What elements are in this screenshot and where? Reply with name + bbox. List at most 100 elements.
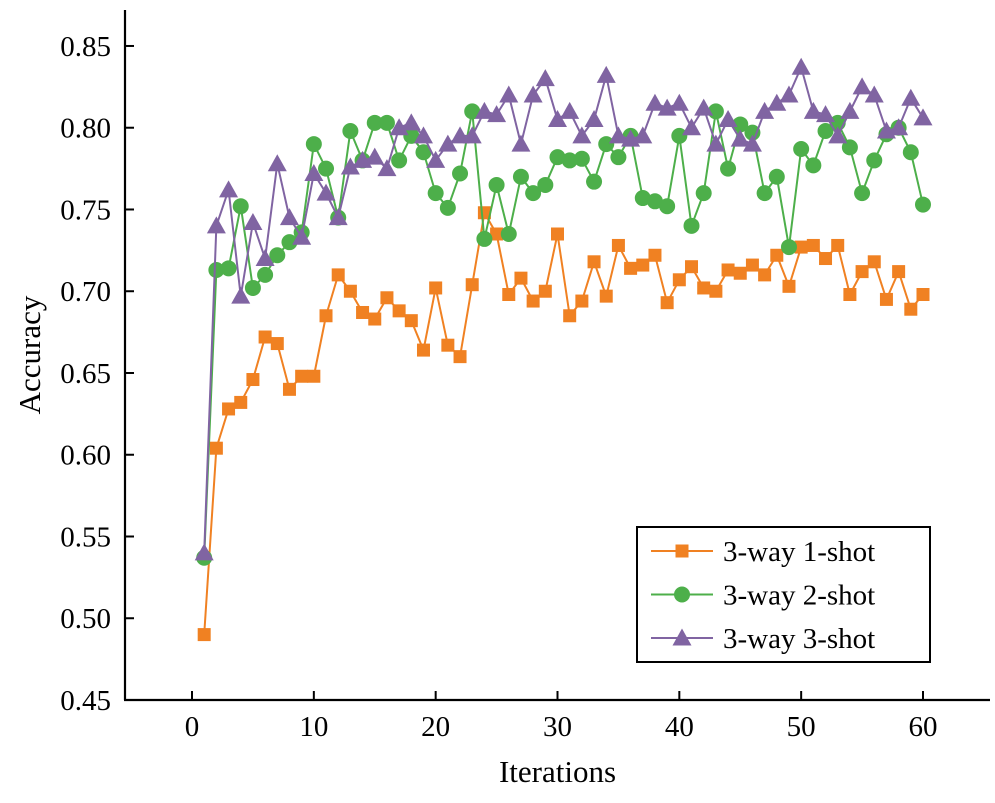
circle-marker — [671, 127, 688, 144]
circle-marker — [854, 185, 871, 202]
square-marker — [575, 294, 589, 308]
triangle-marker — [389, 118, 409, 136]
series-3-way-1-shot — [197, 206, 930, 642]
triangle-marker — [718, 110, 738, 128]
square-marker — [697, 281, 711, 295]
circle-marker — [780, 239, 797, 256]
axes: 0 10 20 30 40 50 60 0.45 0.50 0.55 0.60 0.65 0.70 0.7… — [60, 10, 990, 743]
triangle-marker — [206, 216, 226, 234]
square-marker — [429, 281, 443, 295]
square-marker — [745, 258, 759, 272]
x-tick-label: 60 — [908, 711, 937, 743]
square-marker — [343, 284, 357, 298]
circle-marker — [244, 279, 261, 296]
x-tick-label: 30 — [543, 711, 572, 743]
circle-marker — [500, 226, 517, 243]
circle-marker — [902, 144, 919, 161]
square-marker — [709, 284, 723, 298]
circle-marker — [610, 149, 627, 166]
square-marker — [587, 255, 601, 269]
y-tick-label: 0.45 — [60, 685, 111, 717]
circle-marker — [452, 165, 469, 182]
y-axis-title: Accuracy — [12, 295, 47, 415]
triangle-marker — [535, 69, 555, 87]
square-marker — [758, 268, 772, 282]
circle-marker — [768, 168, 785, 185]
circle-marker — [674, 586, 690, 603]
triangle-marker — [779, 85, 799, 103]
triangle-marker — [426, 150, 446, 168]
circle-marker — [464, 103, 481, 120]
square-marker — [270, 337, 284, 351]
triangle-marker — [243, 213, 263, 231]
x-tick-label: 40 — [665, 711, 694, 743]
triangle-marker — [584, 110, 604, 128]
x-tick-label: 10 — [299, 711, 328, 743]
triangle-marker — [377, 159, 397, 177]
circle-marker — [598, 136, 615, 153]
square-marker — [563, 309, 577, 323]
circle-marker — [537, 176, 554, 193]
square-marker — [282, 382, 296, 396]
square-marker — [892, 265, 906, 279]
triangle-marker — [255, 249, 275, 267]
triangle-marker — [462, 126, 482, 144]
square-marker — [636, 258, 650, 272]
triangle-marker — [316, 183, 336, 201]
square-marker — [209, 441, 223, 455]
series-3-way-2-shot — [196, 103, 931, 566]
square-marker — [624, 261, 638, 275]
circle-marker — [476, 230, 493, 247]
square-marker — [819, 252, 833, 266]
square-marker — [222, 402, 236, 416]
square-marker — [770, 248, 784, 262]
circle-marker — [793, 140, 810, 157]
triangle-marker — [889, 118, 909, 136]
square-marker — [356, 305, 370, 319]
triangle-marker — [474, 101, 494, 119]
square-marker — [502, 288, 516, 302]
square-marker — [234, 395, 248, 409]
triangle-marker — [645, 93, 665, 111]
triangle-marker — [304, 164, 324, 182]
triangle-marker — [548, 110, 567, 128]
square-marker — [611, 238, 625, 252]
triangle-marker — [487, 105, 507, 123]
square-marker — [307, 369, 321, 383]
triangle-marker — [669, 93, 689, 111]
circle-marker — [573, 150, 590, 167]
circle-marker — [415, 144, 432, 161]
triangle-marker — [803, 101, 823, 119]
circle-marker — [659, 198, 676, 215]
y-tick-label: 0.65 — [60, 358, 111, 390]
triangle-marker — [340, 157, 360, 175]
triangle-marker — [901, 88, 921, 106]
square-marker — [404, 314, 418, 328]
square-marker — [879, 292, 893, 306]
circle-marker — [318, 160, 335, 177]
triangle-marker — [292, 227, 312, 245]
circle-marker — [914, 196, 931, 213]
triangle-marker — [791, 57, 811, 75]
triangle-marker — [413, 126, 433, 144]
square-marker — [465, 278, 479, 292]
triangle-marker — [840, 101, 860, 119]
legend-label: 3-way 1-shot — [723, 536, 875, 568]
circle-marker — [232, 198, 249, 215]
triangle-marker — [682, 118, 702, 136]
triangle-marker — [742, 134, 762, 152]
y-tick-label: 0.50 — [60, 603, 111, 635]
triangle-marker — [365, 147, 385, 165]
x-tick-label: 50 — [787, 711, 816, 743]
y-tick-label: 0.75 — [60, 194, 111, 226]
triangle-marker — [816, 105, 836, 123]
square-marker — [685, 260, 699, 274]
circle-marker — [744, 124, 761, 141]
legend-label: 3-way 3-shot — [723, 623, 875, 655]
triangle-marker — [633, 126, 653, 144]
circle-marker — [634, 190, 651, 207]
y-tick-label: 0.85 — [60, 31, 111, 63]
y-tick-label: 0.55 — [60, 521, 111, 553]
